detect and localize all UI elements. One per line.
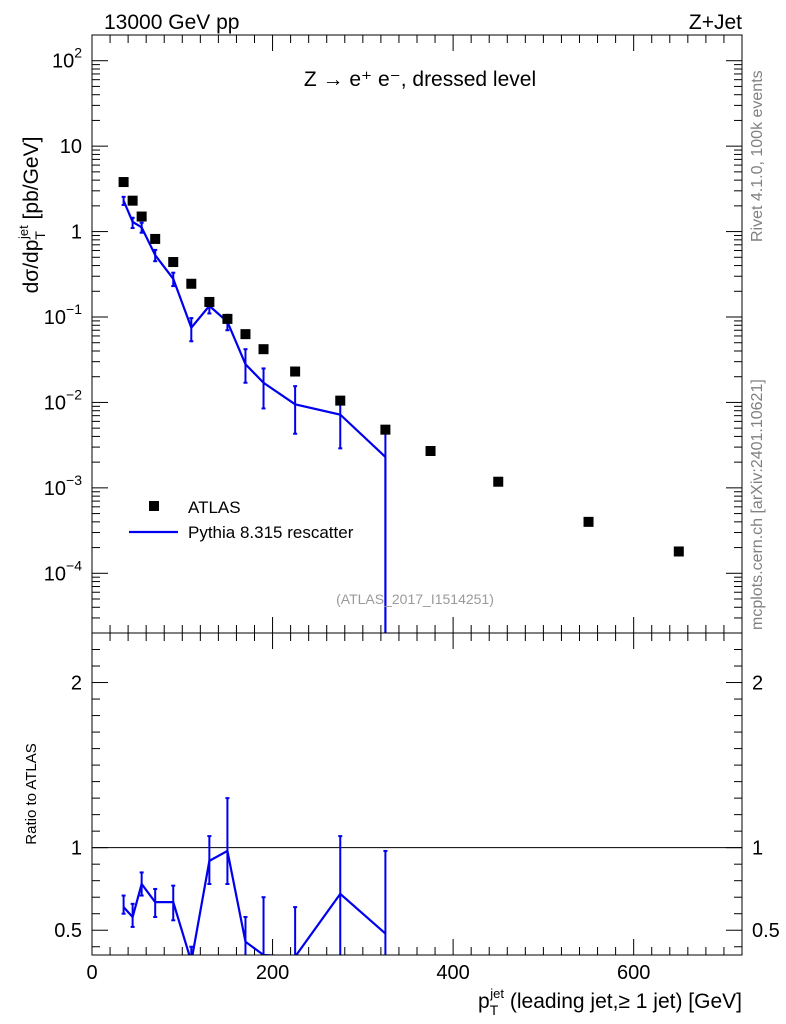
x-tick-label: 200 [256, 962, 289, 984]
atlas-data-point [583, 516, 594, 527]
main-y-tick-label: 10 [60, 136, 82, 158]
ratio-y-tick-label: 2 [71, 673, 82, 695]
main-y-tick-label: 10−1 [44, 301, 82, 329]
atlas-data-point [136, 211, 147, 222]
ratio-series [121, 797, 388, 955]
ratio-y-tick-label-right: 1 [752, 838, 763, 860]
ratio-series-line [122, 849, 387, 955]
atlas-data-point [425, 446, 436, 457]
atlas-data-point [493, 476, 504, 487]
x-tick-label: 400 [436, 962, 469, 984]
ratio-frame [91, 632, 743, 956]
main-ylabel-text: dσ/dpTjet [pb/GeV] [16, 137, 48, 294]
legend: ATLAS Pythia 8.315 rescatter [129, 498, 354, 542]
x-axis-label: pTjet (leading jet,≥ 1 jet) [GeV] [478, 986, 742, 1018]
main-y-tick-label: 1 [71, 222, 82, 244]
main-y-tick-label: 10−3 [44, 472, 82, 500]
main-y-axis-label: dσ/dpTjet [pb/GeV] [16, 137, 48, 294]
atlas-data-point [127, 195, 138, 206]
atlas-data-point [335, 395, 346, 406]
main-y-tick-label: 10−2 [44, 386, 82, 414]
legend-atlas-marker [149, 501, 159, 511]
rivet-version-label: Rivet 4.1.0, 100k events [749, 70, 766, 242]
ratio-y-tick-label: 1 [71, 838, 82, 860]
atlas-data-point [290, 366, 301, 377]
main-y-tick-label: 10−4 [44, 557, 82, 585]
main-axis-ticks [91, 34, 743, 634]
main-y-tick-label: 102 [52, 45, 82, 73]
ratio-y-tick-label-right: 0.5 [752, 920, 780, 942]
ratio-tick-labels: 0.5 0.5 1 1 2 2 0 200 400 600 [54, 673, 780, 984]
atlas-data-point [258, 344, 269, 355]
mc-series-line [122, 200, 387, 458]
atlas-data-point [118, 177, 129, 188]
legend-mc-label: Pythia 8.315 rescatter [188, 523, 354, 542]
collision-energy-label: 13000 GeV pp [104, 11, 239, 34]
ratio-axis-ticks [91, 633, 743, 955]
atlas-data-point [186, 278, 197, 289]
main-panel: 10−4 10−3 10−2 10−1 1 10 102 Z → e⁺ e⁻, dresse… [16, 34, 743, 634]
ratio-y-tick-label: 0.5 [54, 920, 82, 942]
atlas-data-point [673, 546, 684, 557]
x-tick-label: 600 [617, 962, 650, 984]
atlas-data-point [222, 313, 233, 324]
analysis-watermark: (ATLAS_2017_I1514251) [336, 591, 494, 607]
x-tick-label: 0 [86, 962, 97, 984]
mcplots-label: mcplots.cern.ch [arXiv:2401.10621] [749, 379, 766, 630]
atlas-data-point [204, 296, 215, 307]
ratio-y-tick-label-right: 2 [752, 673, 763, 695]
legend-atlas-label: ATLAS [188, 498, 241, 517]
atlas-data-point [150, 233, 161, 244]
ratio-panel: 0.5 0.5 1 1 2 2 0 200 400 600 Ratio to ATLAS pTje… [23, 632, 780, 1018]
main-series [118, 177, 684, 633]
main-title: Z → e⁺ e⁻, dressed level [304, 68, 536, 91]
atlas-data-point [380, 424, 391, 435]
main-frame [91, 34, 743, 634]
atlas-data-point [240, 329, 251, 340]
ratio-y-axis-label: Ratio to ATLAS [23, 743, 40, 844]
main-tick-labels: 10−4 10−3 10−2 10−1 1 10 102 [44, 45, 82, 586]
process-label: Z+Jet [689, 11, 742, 34]
atlas-data-point [168, 257, 179, 268]
